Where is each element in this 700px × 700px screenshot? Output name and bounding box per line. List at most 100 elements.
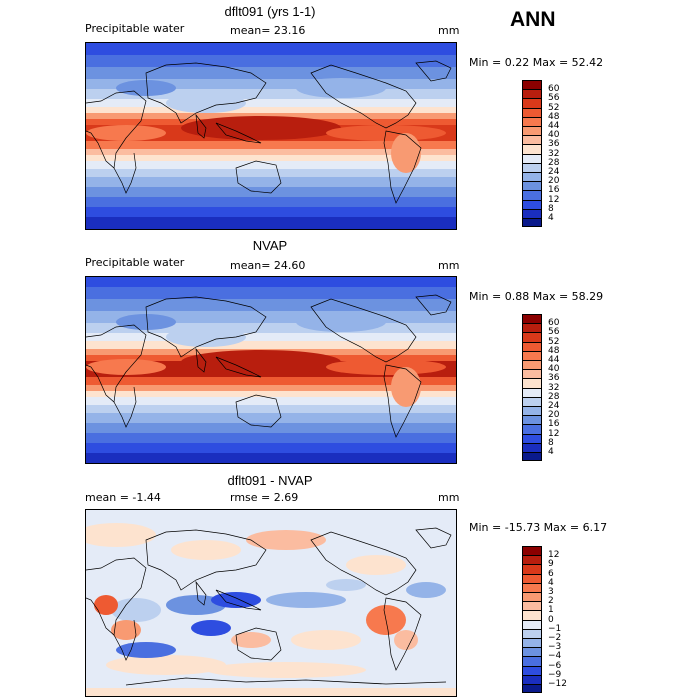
colorbar-label: 8 xyxy=(548,437,554,448)
colorbar-label: 9 xyxy=(548,559,554,570)
map-obs-plot xyxy=(86,277,456,463)
colorbar-label: 12 xyxy=(548,550,560,561)
units-label-diff: mm xyxy=(438,491,460,504)
colorbar-cell xyxy=(522,656,542,666)
colorbar-label: 16 xyxy=(548,185,560,196)
season-label: ANN xyxy=(510,8,556,31)
colorbar-label: −1 xyxy=(548,623,562,634)
map-model xyxy=(85,42,457,230)
colorbar-label: 12 xyxy=(548,194,560,205)
colorbar-cell xyxy=(522,107,542,117)
colorbar-cell xyxy=(522,564,542,574)
colorbar-cell xyxy=(522,190,542,200)
colorbar-label: 28 xyxy=(548,157,560,168)
panel-title-obs: NVAP xyxy=(252,238,288,253)
colorbar-cell xyxy=(522,647,542,657)
colorbar-cell xyxy=(522,665,542,675)
colorbar-cell xyxy=(522,323,542,333)
colorbar-cell xyxy=(522,98,542,108)
colorbar-cell xyxy=(522,144,542,154)
colorbar-cell xyxy=(522,638,542,648)
colorbar-label: 44 xyxy=(548,355,560,365)
colorbar-label: 40 xyxy=(548,364,560,375)
minmax-label-diff: Min = -15.73 Max = 6.17 xyxy=(469,521,608,534)
colorbar-cell xyxy=(522,610,542,620)
mean-label-model: mean= 23.16 xyxy=(230,24,306,37)
colorbar-cell xyxy=(522,546,542,556)
colorbar-cell xyxy=(522,199,542,209)
colorbar-cell xyxy=(522,628,542,638)
colorbar-cell xyxy=(522,126,542,136)
colorbar-cell xyxy=(522,452,542,462)
colorbar-label: 0 xyxy=(548,614,554,625)
colorbar-cell xyxy=(522,332,542,342)
colorbar-cell xyxy=(522,592,542,602)
colorbar-cell xyxy=(522,684,542,694)
colorbar-cell xyxy=(522,406,542,416)
colorbar-label: 28 xyxy=(548,391,560,402)
colorbar-label: 24 xyxy=(548,401,560,411)
colorbar-label: −3 xyxy=(548,642,562,653)
mean-label-obs: mean= 24.60 xyxy=(230,259,306,272)
colorbar-label: 24 xyxy=(548,167,560,177)
map-diff-plot xyxy=(86,510,456,696)
colorbar-label: −12 xyxy=(548,679,567,689)
colorbar-cell xyxy=(522,369,542,379)
colorbar-cell xyxy=(522,314,542,324)
colorbar-label: 12 xyxy=(548,428,560,439)
colorbar-label: −6 xyxy=(548,660,562,671)
colorbar-label: 48 xyxy=(548,345,560,356)
colorbar-label: 60 xyxy=(548,318,560,329)
colorbar-label: 48 xyxy=(548,111,560,122)
colorbar-label: 20 xyxy=(548,176,560,187)
colorbar-cell xyxy=(522,424,542,434)
colorbar-cell xyxy=(522,360,542,370)
colorbar-label: 4 xyxy=(548,447,554,457)
colorbar-cell xyxy=(522,433,542,443)
colorbar-label: −2 xyxy=(548,633,562,643)
colorbar-label: 4 xyxy=(548,577,554,588)
colorbar-label: 1 xyxy=(548,605,554,616)
colorbar-label: 4 xyxy=(548,213,554,223)
colorbar-cell xyxy=(522,601,542,611)
colorbar-label: 36 xyxy=(548,373,560,384)
colorbar-label: 52 xyxy=(548,336,560,347)
rmse-label-diff: rmse = 2.69 xyxy=(230,491,299,504)
colorbar-cell xyxy=(522,415,542,425)
map-obs xyxy=(85,276,457,464)
colorbar-cell xyxy=(522,573,542,583)
colorbar-cell xyxy=(522,172,542,182)
colorbar-label: 56 xyxy=(548,93,560,104)
colorbar-cell xyxy=(522,116,542,126)
minmax-label-model: Min = 0.22 Max = 52.42 xyxy=(469,56,604,69)
panel-title-model: dflt091 (yrs 1-1) xyxy=(224,4,316,19)
colorbar-label: 36 xyxy=(548,139,560,150)
colorbar-cell xyxy=(522,218,542,228)
map-diff xyxy=(85,509,457,697)
colorbar-cell xyxy=(522,378,542,388)
units-label-obs: mm xyxy=(438,259,460,272)
colorbar-cell xyxy=(522,208,542,218)
map-model-plot xyxy=(86,43,456,229)
colorbar-label: 60 xyxy=(548,84,560,95)
units-label-model: mm xyxy=(438,24,460,37)
colorbar-cell xyxy=(522,387,542,397)
minmax-label-obs: Min = 0.88 Max = 58.29 xyxy=(469,290,604,303)
colorbar-label: 40 xyxy=(548,130,560,141)
colorbar-label: 20 xyxy=(548,410,560,421)
colorbar-cell xyxy=(522,442,542,452)
colorbar-label: −4 xyxy=(548,651,562,662)
colorbar-label: 44 xyxy=(548,121,560,131)
colorbar-label: 6 xyxy=(548,568,554,579)
variable-label-model: Precipitable water xyxy=(85,22,185,35)
colorbar-cell xyxy=(522,80,542,90)
panel-title-diff: dflt091 - NVAP xyxy=(227,473,313,488)
variable-label-obs: Precipitable water xyxy=(85,256,185,269)
colorbar-cell xyxy=(522,396,542,406)
colorbar-cell xyxy=(522,135,542,145)
colorbar-cell xyxy=(522,341,542,351)
colorbar-cell xyxy=(522,674,542,684)
colorbar-label: 16 xyxy=(548,419,560,430)
colorbar-cell xyxy=(522,619,542,629)
colorbar-label: −9 xyxy=(548,669,562,680)
